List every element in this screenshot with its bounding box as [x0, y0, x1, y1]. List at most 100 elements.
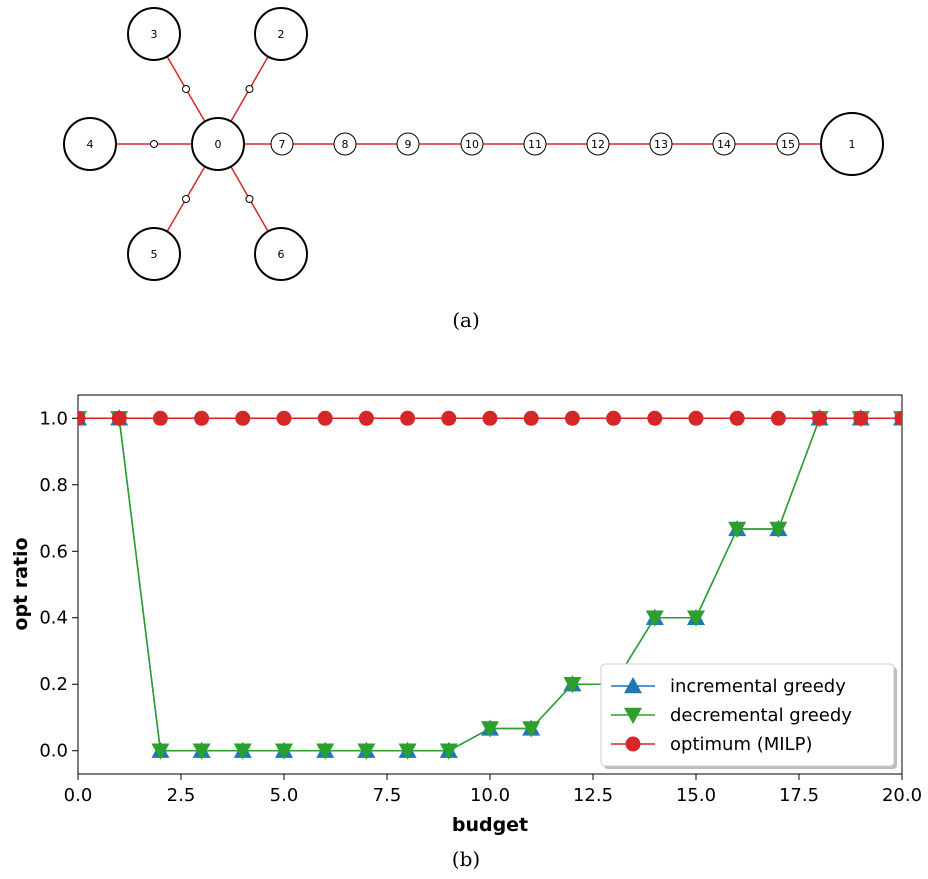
- graph-edge-midpoint: [182, 195, 190, 203]
- graph-node-label-4: 4: [87, 138, 94, 151]
- graph-node-label-15: 15: [781, 138, 795, 151]
- graph-node-label-10: 10: [465, 138, 479, 151]
- legend-item: incremental greedy: [611, 676, 846, 697]
- data-point: [235, 410, 251, 426]
- data-point: [151, 743, 170, 760]
- graph-node-label-6: 6: [278, 248, 285, 261]
- data-point: [645, 610, 664, 627]
- graph-caption: (a): [452, 308, 480, 332]
- data-point: [894, 410, 902, 426]
- graph-node-15: [776, 132, 800, 156]
- graph-node-label-9: 9: [405, 138, 412, 151]
- x-tick-label: 0.0: [64, 785, 93, 806]
- graph-node-14: [712, 132, 736, 156]
- graph-node-label-13: 13: [654, 138, 668, 151]
- data-point: [853, 410, 869, 426]
- x-tick-label: 10.0: [470, 785, 510, 806]
- data-point: [688, 410, 704, 426]
- graph-node-3: [127, 7, 181, 61]
- x-axis-ticks: 0.0 2.5 5.0 7.5 10.0 12.5 15.0 17.5 20.0: [64, 774, 922, 806]
- legend-item: optimum (MILP): [611, 734, 812, 755]
- data-point: [523, 410, 539, 426]
- legend-marker: [625, 736, 641, 752]
- graph-node-label-0: 0: [215, 138, 222, 151]
- data-point: [276, 410, 292, 426]
- graph-node-label-3: 3: [151, 28, 158, 41]
- y-tick-label: 0.6: [39, 541, 68, 562]
- legend-label: incremental greedy: [670, 676, 846, 697]
- graph-node-label-12: 12: [591, 138, 605, 151]
- legend-label: optimum (MILP): [670, 734, 812, 755]
- data-point: [812, 410, 828, 426]
- data-point: [317, 410, 333, 426]
- chart-caption: (b): [452, 847, 480, 871]
- data-point: [316, 743, 335, 760]
- data-point: [687, 610, 705, 627]
- data-point: [522, 721, 541, 738]
- graph-node-label-2: 2: [278, 28, 285, 41]
- x-tick-label: 20.0: [882, 785, 922, 806]
- data-point: [233, 743, 252, 760]
- graph-node-0: [191, 117, 245, 171]
- graph-node-label-5: 5: [151, 248, 158, 261]
- graph-node-6: [254, 227, 308, 281]
- x-tick-label: 15.0: [676, 785, 716, 806]
- data-point: [357, 743, 376, 760]
- data-point: [769, 521, 788, 538]
- graph-edge-midpoint: [150, 140, 158, 148]
- graph-edge-midpoint: [182, 85, 190, 93]
- data-point: [398, 743, 417, 760]
- graph-node-8: [333, 132, 357, 156]
- data-point: [441, 410, 457, 426]
- data-point: [275, 743, 293, 760]
- graph-edge-midpoint: [245, 195, 254, 203]
- data-point: [400, 410, 416, 426]
- y-tick-label: 1.0: [39, 408, 68, 429]
- graph-node-11: [523, 132, 547, 156]
- data-point: [606, 410, 622, 426]
- data-point: [729, 410, 745, 426]
- graph-node-7: [270, 132, 294, 156]
- data-point: [439, 743, 458, 760]
- graph-node-2: [254, 7, 308, 61]
- data-point: [564, 410, 580, 426]
- data-point: [194, 410, 210, 426]
- graph-node-10: [460, 132, 484, 156]
- graph-node-1: [820, 112, 884, 176]
- graph-node-label-11: 11: [528, 138, 542, 151]
- graph-node-4: [63, 117, 117, 171]
- y-tick-label: 0.0: [39, 741, 68, 762]
- graph-node-9: [396, 132, 420, 156]
- legend-marker: [624, 707, 642, 724]
- data-point: [358, 410, 374, 426]
- legend: incremental greedy decremental greedy opti…: [600, 663, 897, 769]
- y-axis-ticks: 0.0 0.2 0.4 0.6 0.8 1.0: [39, 408, 78, 762]
- data-point: [152, 410, 168, 426]
- data-point: [770, 410, 786, 426]
- data-point: [481, 721, 499, 738]
- data-point: [563, 677, 582, 694]
- y-tick-label: 0.8: [39, 475, 68, 496]
- x-tick-label: 2.5: [167, 785, 196, 806]
- series-2: [78, 410, 902, 426]
- legend-item: decremental greedy: [611, 705, 852, 726]
- y-tick-label: 0.2: [39, 674, 68, 695]
- graph-edge-midpoint: [245, 85, 254, 93]
- x-tick-label: 7.5: [373, 785, 402, 806]
- x-tick-label: 5.0: [270, 785, 299, 806]
- graph-edge-midpoints: [150, 85, 254, 203]
- data-point: [78, 410, 86, 426]
- graph-node-5: [127, 227, 181, 281]
- graph-node-label-1: 1: [849, 138, 856, 151]
- graph-node-12: [586, 132, 610, 156]
- y-tick-label: 0.4: [39, 608, 68, 629]
- data-point: [728, 521, 747, 538]
- legend-label: decremental greedy: [670, 705, 852, 726]
- legend-box: [600, 663, 895, 767]
- x-tick-label: 12.5: [573, 785, 613, 806]
- x-axis-label: budget: [452, 814, 528, 836]
- graph-node-label-7: 7: [279, 138, 286, 151]
